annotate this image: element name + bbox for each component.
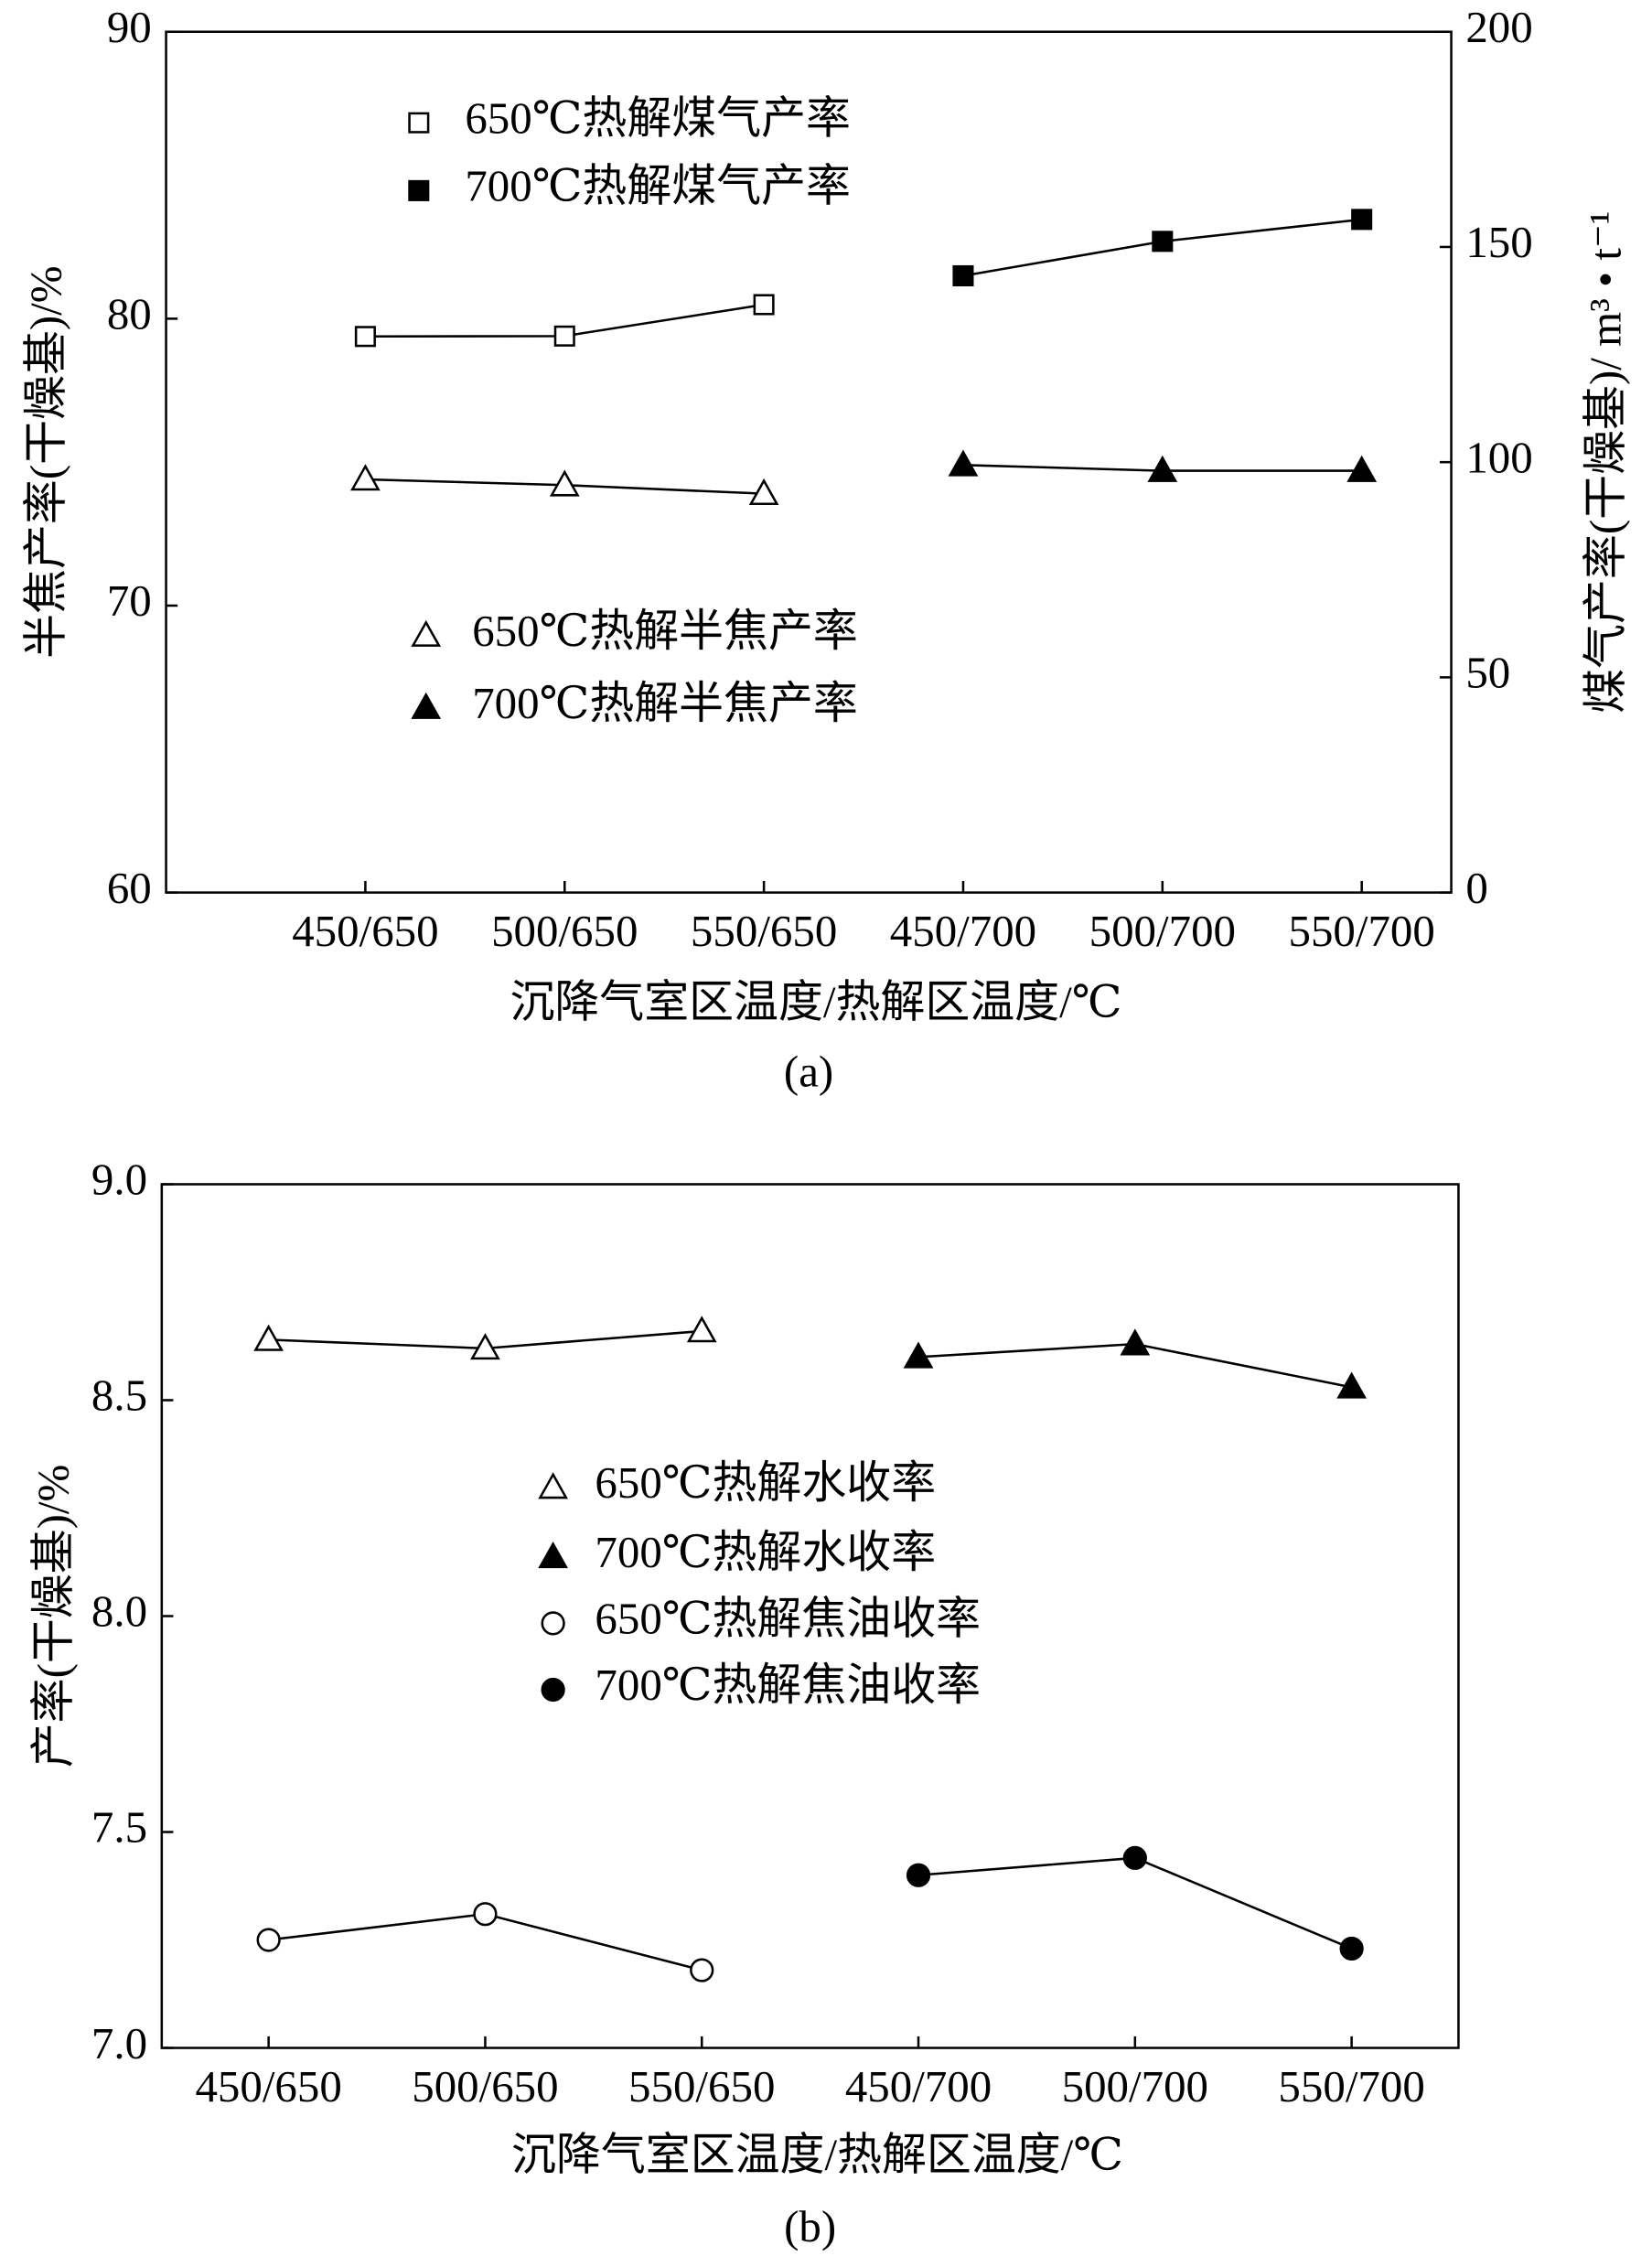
data-point	[1346, 455, 1378, 482]
x-tick-label: 550/650	[628, 2061, 775, 2111]
data-point	[1336, 1371, 1367, 1399]
legend-marker	[408, 179, 430, 201]
data-point	[354, 326, 376, 348]
data-point	[549, 469, 580, 497]
legend-label: 700℃热解半焦产率	[472, 678, 858, 728]
y2-axis-label: 煤气产率(干燥基)/ m³ • t⁻¹	[1580, 211, 1630, 714]
legend-label: 650℃热解半焦产率	[472, 606, 858, 656]
data-point	[748, 478, 779, 505]
x-tick-label: 550/700	[1278, 2061, 1424, 2111]
y-tick-label: 7.5	[91, 1802, 147, 1853]
x-tick-label: 550/650	[691, 906, 837, 956]
x-tick-label: 450/650	[292, 906, 438, 956]
legend-label: 700℃热解焦油收率	[595, 1660, 981, 1710]
legend-label: 650℃热解煤气产率	[465, 92, 851, 143]
legend-label: 650℃热解水收率	[595, 1457, 936, 1508]
data-point	[470, 1333, 500, 1360]
data-point	[690, 1958, 714, 1982]
y-tick-label: 70	[107, 575, 152, 626]
data-point	[903, 1341, 934, 1369]
data-point	[952, 264, 974, 286]
data-point	[1122, 1845, 1147, 1870]
data-point	[1351, 209, 1373, 231]
data-point	[948, 449, 979, 477]
y-tick-label: 80	[107, 289, 152, 339]
data-point	[686, 1316, 717, 1343]
y2-tick-label: 150	[1465, 217, 1532, 267]
data-point	[553, 325, 575, 347]
legend-marker	[411, 692, 442, 719]
legend-label: 700℃热解水收率	[595, 1527, 936, 1577]
x-tick-label: 500/700	[1089, 906, 1236, 956]
y-tick-label: 9.0	[91, 1155, 147, 1205]
x-tick-label: 450/700	[845, 2061, 992, 2111]
legend-marker	[408, 112, 430, 134]
legend-marker	[411, 619, 442, 647]
y-tick-label: 8.0	[91, 1586, 147, 1637]
y2-tick-label: 0	[1465, 863, 1487, 913]
legend-marker	[538, 1541, 569, 1569]
y2-tick-label: 50	[1465, 648, 1510, 698]
x-tick-label: 550/700	[1288, 906, 1434, 956]
y2-tick-label: 200	[1465, 2, 1532, 52]
legend-label: 650℃热解焦油收率	[595, 1594, 981, 1644]
y-axis-label: 半焦产率(干燥基)/%	[21, 265, 71, 658]
legend-marker	[538, 1472, 569, 1499]
x-tick-label: 500/700	[1062, 2061, 1208, 2111]
caption: (a)	[784, 1046, 833, 1096]
y-tick-label: 8.5	[91, 1370, 147, 1421]
data-point	[253, 1324, 284, 1351]
data-point	[256, 1928, 281, 1952]
legend-label: 700℃热解煤气产率	[465, 161, 851, 211]
data-point	[1120, 1328, 1151, 1356]
legend-marker	[541, 1611, 565, 1636]
legend-marker	[541, 1677, 565, 1703]
series-line	[917, 1856, 1353, 1950]
x-tick-label: 450/650	[195, 2061, 341, 2111]
data-point	[473, 1902, 498, 1927]
x-axis-label: 沉降气室区温度/热解区温度/℃	[510, 977, 1121, 1027]
x-axis-label: 沉降气室区温度/热解区温度/℃	[511, 2129, 1123, 2179]
y2-tick-label: 100	[1465, 432, 1532, 482]
data-point	[906, 1863, 931, 1887]
y-tick-label: 90	[107, 2, 152, 52]
x-tick-label: 450/700	[890, 906, 1036, 956]
caption: (b)	[784, 2201, 836, 2251]
data-point	[1339, 1936, 1364, 1961]
y-tick-label: 60	[107, 863, 152, 913]
data-point	[1147, 455, 1178, 482]
data-point	[1152, 231, 1174, 252]
y-tick-label: 7.0	[91, 2018, 147, 2068]
y-axis-label: 产率(干燥基)/%	[27, 1465, 78, 1768]
x-tick-label: 500/650	[412, 2061, 558, 2111]
data-point	[753, 294, 775, 316]
data-point	[350, 464, 381, 491]
x-tick-label: 500/650	[491, 906, 638, 956]
